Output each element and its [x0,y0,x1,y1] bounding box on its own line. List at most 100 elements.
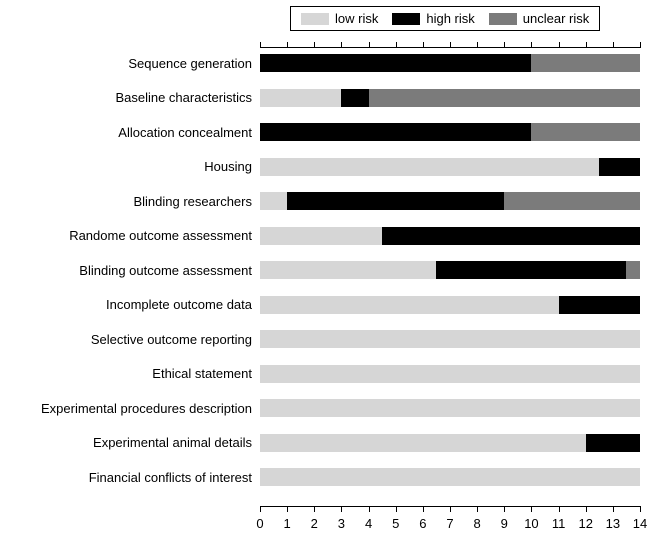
bar-segment-low [260,468,640,486]
bar-row [260,89,640,107]
x-tick [450,42,451,48]
bar-segment-low [260,261,436,279]
x-tick-label: 12 [578,516,592,531]
x-tick-label: 2 [311,516,318,531]
x-tick-label: 14 [633,516,647,531]
x-tick [559,42,560,48]
x-tick [260,42,261,48]
bar-segment-high [436,261,626,279]
legend-label: high risk [426,11,474,26]
x-tick [477,506,478,512]
x-tick [341,42,342,48]
x-tick [613,42,614,48]
x-tick [504,42,505,48]
x-tick [287,506,288,512]
bar-segment-high [260,54,531,72]
bar-row [260,158,640,176]
bar-segment-low [260,365,640,383]
legend-swatch [301,13,329,25]
x-tick-label: 10 [524,516,538,531]
bar-row [260,192,640,210]
x-tick [314,506,315,512]
category-label: Blinding outcome assessment [79,263,260,278]
bar-segment-low [260,89,341,107]
category-label: Housing [204,159,260,174]
bar-segment-unclear [626,261,640,279]
x-tick [613,506,614,512]
bar-row [260,365,640,383]
x-tick-label: 0 [256,516,263,531]
x-tick-label: 1 [284,516,291,531]
bar-segment-high [599,158,640,176]
bar-segment-high [287,192,504,210]
x-tick [586,506,587,512]
x-tick [314,42,315,48]
bar-row [260,54,640,72]
bar-segment-low [260,330,640,348]
bar-segment-unclear [369,89,640,107]
x-tick [586,42,587,48]
x-tick [369,42,370,48]
legend-swatch [392,13,420,25]
x-tick [396,506,397,512]
bar-segment-high [260,123,531,141]
bar-row [260,261,640,279]
x-tick-label: 7 [446,516,453,531]
x-tick [369,506,370,512]
x-tick [559,506,560,512]
x-tick [531,506,532,512]
category-label: Blinding researchers [133,194,260,209]
x-tick-label: 4 [365,516,372,531]
x-tick-label: 8 [474,516,481,531]
x-tick [504,506,505,512]
category-label: Sequence generation [128,56,260,71]
x-tick [396,42,397,48]
category-label: Ethical statement [152,366,260,381]
legend-swatch [489,13,517,25]
risk-of-bias-chart: low riskhigh riskunclear risk 0123456789… [0,0,663,551]
x-tick-label: 9 [501,516,508,531]
x-tick [531,42,532,48]
legend-label: low risk [335,11,378,26]
x-tick-label: 3 [338,516,345,531]
plot-area: 01234567891011121314Sequence generationB… [260,48,640,506]
x-tick [423,506,424,512]
bar-segment-low [260,158,599,176]
bar-segment-low [260,227,382,245]
x-tick [640,506,641,512]
bar-segment-low [260,399,640,417]
bar-segment-high [586,434,640,452]
legend-item: unclear risk [489,11,589,26]
category-label: Experimental animal details [93,435,260,450]
x-tick [423,42,424,48]
x-tick-label: 6 [419,516,426,531]
bar-segment-unclear [504,192,640,210]
category-label: Experimental procedures description [41,401,260,416]
category-label: Selective outcome reporting [91,332,260,347]
bar-row [260,330,640,348]
category-label: Randome outcome assessment [69,228,260,243]
bar-segment-low [260,296,559,314]
bar-segment-unclear [531,123,640,141]
legend-item: high risk [392,11,474,26]
bar-row [260,296,640,314]
bar-segment-low [260,434,586,452]
x-tick-label: 11 [552,516,566,531]
bar-segment-low [260,192,287,210]
bar-segment-high [341,89,368,107]
bar-row [260,399,640,417]
legend: low risk high risk unclear risk [290,6,600,31]
x-tick-label: 5 [392,516,399,531]
category-label: Financial conflicts of interest [89,470,260,485]
bar-row [260,123,640,141]
legend-item: low risk [301,11,378,26]
legend-label: unclear risk [523,11,589,26]
bar-segment-unclear [531,54,640,72]
x-tick [341,506,342,512]
category-label: Baseline characteristics [115,90,260,105]
x-tick-label: 13 [606,516,620,531]
category-label: Incomplete outcome data [106,297,260,312]
x-tick [640,42,641,48]
x-tick [287,42,288,48]
category-label: Allocation concealment [118,125,260,140]
